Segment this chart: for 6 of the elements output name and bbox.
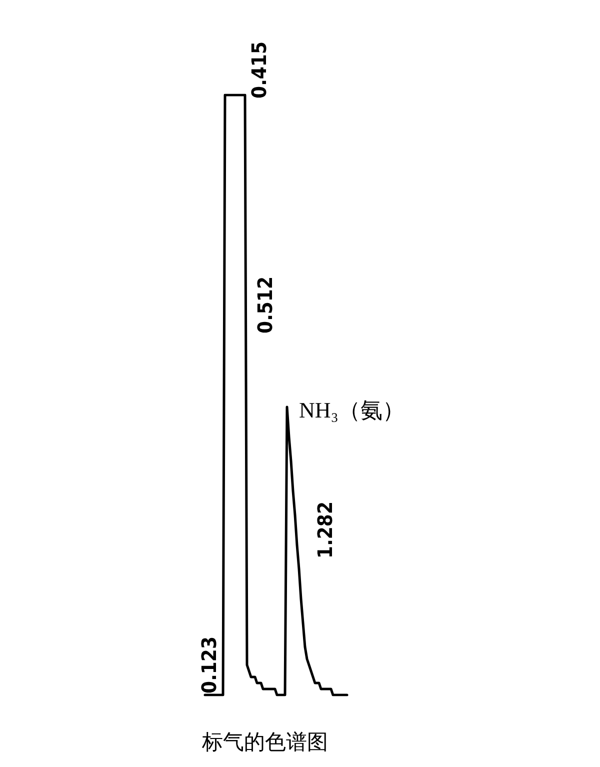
annotation: NH₃（氨） <box>299 398 404 422</box>
annotation: 0.123 <box>197 636 221 694</box>
annotation: 0.415 <box>247 42 271 98</box>
text: 标气的色谱图 <box>201 730 328 754</box>
annotation: 0.512 <box>253 276 277 334</box>
annotation: 1.282 <box>313 502 337 558</box>
